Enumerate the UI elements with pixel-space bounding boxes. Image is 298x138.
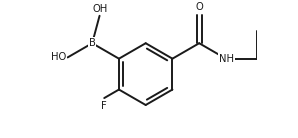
Text: HO: HO xyxy=(51,52,66,62)
Text: O: O xyxy=(195,2,203,13)
Text: OH: OH xyxy=(93,4,108,14)
Text: B: B xyxy=(89,38,96,48)
Text: NH: NH xyxy=(219,54,234,64)
Text: F: F xyxy=(101,101,106,111)
